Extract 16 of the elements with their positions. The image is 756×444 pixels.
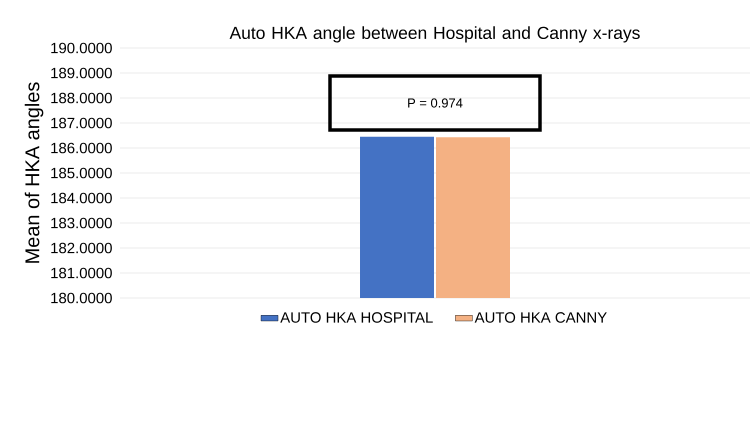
- y-tick-label: 185.0000: [51, 168, 112, 178]
- y-tick-label: 182.0000: [51, 242, 112, 254]
- y-tick-label: 184.0000: [51, 192, 112, 204]
- legend-label: AUTO HKA CANNY: [474, 312, 607, 323]
- y-tick-label: 186.0000: [51, 142, 112, 154]
- chart-title: Auto HKA angle between Hospital and Canny x-rays: [230, 26, 640, 43]
- y-tick-label: 189.0000: [51, 68, 112, 78]
- y-tick-label: 181.0000: [51, 268, 112, 278]
- y-tick-label: 183.0000: [51, 218, 112, 228]
- y-axis-title: Mean of HKA angles: [24, 82, 44, 263]
- legend-label: AUTO HKA HOSPITAL: [280, 312, 433, 323]
- y-tick-label: 190.0000: [51, 42, 112, 54]
- y-tick-label: 187.0000: [51, 118, 112, 128]
- annotation: P = 0.974: [408, 98, 463, 108]
- y-tick-label: 188.0000: [51, 92, 112, 104]
- y-tick-label: 180.0000: [51, 292, 112, 304]
